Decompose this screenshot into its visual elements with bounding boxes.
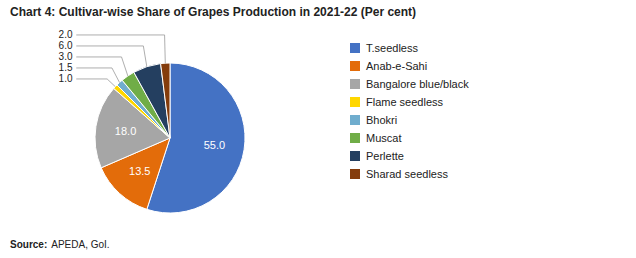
legend-label: Sharad seedless bbox=[366, 168, 448, 180]
slices bbox=[95, 63, 245, 213]
legend-swatch bbox=[350, 79, 360, 89]
legend-label: Bhokri bbox=[366, 114, 397, 126]
legend-swatch bbox=[350, 151, 360, 161]
data-label: 2.0 bbox=[59, 29, 73, 40]
legend-swatch bbox=[350, 169, 360, 179]
legend-swatch bbox=[350, 43, 360, 53]
legend-label: Anab-e-Sahi bbox=[366, 60, 427, 72]
slice bbox=[134, 64, 170, 138]
legend-item: Flame seedless bbox=[350, 96, 444, 108]
legend-item: Muscat bbox=[350, 132, 401, 144]
data-label: 18.0 bbox=[115, 125, 136, 137]
legend-item: Perlette bbox=[350, 150, 404, 162]
slice bbox=[161, 63, 170, 138]
leader-line bbox=[76, 35, 165, 63]
data-label: 1.5 bbox=[59, 62, 73, 73]
data-label: 6.0 bbox=[59, 40, 73, 51]
title: Chart 4: Cultivar-wise Share of Grapes P… bbox=[10, 5, 416, 19]
outside-labels: 1.01.53.06.02.0 bbox=[59, 29, 166, 86]
data-label: 55.0 bbox=[204, 139, 225, 151]
legend-label: Muscat bbox=[366, 132, 401, 144]
data-label: 3.0 bbox=[59, 51, 73, 62]
legend-label: Bangalore blue/black bbox=[366, 78, 469, 90]
leader-line bbox=[76, 68, 119, 83]
legend-swatch bbox=[350, 133, 360, 143]
legend-item: T.seedless bbox=[350, 42, 418, 54]
legend-label: Perlette bbox=[366, 150, 404, 162]
pie: 55.0 13.5 18.0 1.01.53.06.02.0 bbox=[59, 29, 245, 213]
chart: Chart 4: Cultivar-wise Share of Grapes P… bbox=[0, 0, 636, 258]
inside-labels: 55.0 13.5 18.0 bbox=[115, 125, 225, 177]
legend-item: Sharad seedless bbox=[350, 168, 448, 180]
legend-item: Bhokri bbox=[350, 114, 397, 126]
legend-item: Anab-e-Sahi bbox=[350, 60, 427, 72]
legend-swatch bbox=[350, 61, 360, 71]
annotation-part: APEDA, GoI. bbox=[51, 239, 109, 250]
legend-item: Bangalore blue/black bbox=[350, 78, 469, 90]
legend-label: T.seedless bbox=[366, 42, 418, 54]
annotation-part: Source: bbox=[10, 239, 47, 250]
legend: T.seedless Anab-e-Sahi Bangalore blue/blac… bbox=[350, 42, 469, 180]
leader-line bbox=[76, 57, 128, 76]
annotation: Source: APEDA, GoI. bbox=[10, 239, 110, 250]
leader-line bbox=[76, 46, 147, 67]
legend-swatch bbox=[350, 115, 360, 125]
legend-swatch bbox=[350, 97, 360, 107]
leader-line bbox=[76, 79, 115, 87]
legend-label: Flame seedless bbox=[366, 96, 444, 108]
data-label: 13.5 bbox=[129, 165, 150, 177]
data-label: 1.0 bbox=[59, 73, 73, 84]
